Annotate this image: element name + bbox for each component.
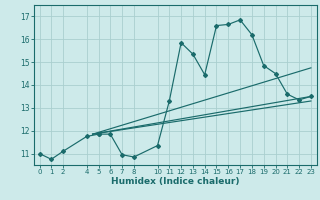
X-axis label: Humidex (Indice chaleur): Humidex (Indice chaleur): [111, 177, 239, 186]
